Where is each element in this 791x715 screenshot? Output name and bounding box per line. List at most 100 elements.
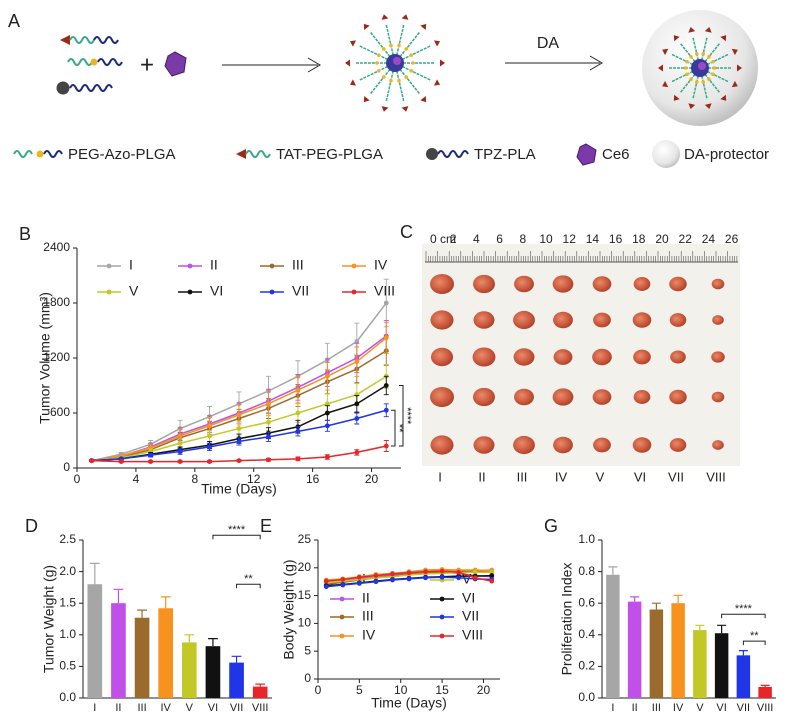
point — [324, 454, 330, 460]
tat-tip — [737, 64, 742, 72]
plus: + — [140, 51, 154, 78]
tumor — [593, 312, 611, 328]
point — [266, 434, 271, 440]
panel-label: C — [400, 222, 413, 242]
chain — [385, 70, 394, 103]
ruler-label: 18 — [632, 232, 646, 246]
point — [354, 401, 360, 407]
chain — [358, 65, 389, 82]
significance-label: ** — [244, 573, 253, 585]
point — [148, 452, 154, 458]
tat-tip — [662, 48, 669, 56]
significance-label: ** — [750, 630, 759, 642]
legend-label: I — [129, 257, 133, 273]
ruler-label: 24 — [702, 232, 716, 246]
legend-marker — [339, 633, 345, 639]
chart: B 0 600 1200 1800 2400 Tumor Volume (mm³) 0 4 8 12… — [19, 224, 413, 497]
y-tick-label: 15 — [298, 588, 312, 602]
bar — [205, 646, 221, 698]
tumor — [632, 312, 652, 328]
y-tick-label: 0.0 — [578, 690, 595, 704]
y-tick-label: 1.5 — [59, 595, 76, 609]
tat-tip — [363, 96, 370, 103]
point — [489, 569, 495, 575]
ruler-label: 0 cm — [430, 232, 456, 246]
significance-bracket — [742, 640, 766, 646]
chain — [401, 65, 432, 82]
x-axis-title: Time (Days) — [201, 481, 277, 497]
x-tick-label: IV — [160, 702, 171, 714]
ce6-icon — [164, 51, 187, 77]
point — [390, 577, 395, 583]
azo-dot — [685, 72, 689, 77]
tumor — [592, 276, 612, 292]
point — [472, 569, 478, 575]
azo-dot — [707, 77, 711, 82]
tat-tip — [420, 96, 427, 103]
tumor — [553, 311, 573, 329]
point — [207, 423, 212, 429]
legend-marker — [351, 289, 357, 295]
tat-tip — [401, 14, 409, 20]
bar — [181, 642, 197, 698]
tumor — [513, 435, 535, 455]
tat-tip — [658, 64, 663, 72]
tumor — [633, 390, 651, 404]
legend-marker — [269, 263, 275, 269]
x-tick-label: 16 — [306, 472, 320, 486]
y-tick-label: 0.6 — [578, 595, 595, 609]
point — [207, 459, 212, 464]
legend-marker — [269, 289, 275, 295]
legend-label: III — [292, 257, 304, 273]
tumor — [669, 389, 687, 405]
bar — [87, 584, 103, 698]
legend-label: III — [362, 608, 374, 624]
azo-dot — [381, 75, 386, 79]
significance-bracket — [212, 534, 261, 540]
tat-tip — [688, 27, 696, 33]
point — [323, 578, 329, 584]
micelle — [345, 14, 445, 112]
panel-label: B — [19, 224, 31, 244]
point — [295, 410, 301, 416]
x-tick-label: 15 — [435, 683, 449, 697]
point — [324, 410, 330, 416]
significance-label: **** — [735, 603, 753, 615]
tumor — [430, 274, 454, 294]
x-tick-label: VIII — [252, 702, 269, 714]
error-bar — [630, 596, 640, 602]
azo-dot — [689, 77, 693, 82]
azo-dot — [397, 78, 401, 83]
chain — [385, 23, 394, 56]
ruler-label: 16 — [609, 232, 623, 246]
point — [423, 575, 428, 581]
chain — [396, 23, 405, 56]
x-tick-label: 10 — [394, 683, 408, 697]
bar — [627, 601, 642, 698]
bar — [229, 662, 244, 698]
point — [383, 300, 389, 306]
x-axis-title: Time (Days) — [371, 695, 447, 711]
tumor — [553, 349, 573, 365]
point — [89, 458, 95, 464]
chain — [692, 36, 699, 61]
tumor — [593, 437, 611, 453]
error-bar — [231, 655, 242, 663]
legend-marker — [339, 614, 345, 620]
azo-dot — [409, 53, 414, 57]
significance-bracket — [391, 409, 396, 447]
group-label: V — [596, 469, 605, 484]
tat-tip — [381, 14, 389, 20]
bar — [736, 655, 751, 698]
legend-marker — [439, 614, 445, 620]
arrow-label: DA — [537, 35, 560, 52]
y-tick-label: 25 — [298, 532, 312, 546]
point — [295, 456, 301, 462]
group-label: I — [438, 469, 442, 484]
legend-label: IV — [362, 627, 376, 643]
y-tick-label: 1800 — [43, 295, 70, 309]
bar — [134, 617, 150, 698]
point — [472, 575, 478, 581]
y-tick-label: 1.0 — [59, 627, 76, 641]
point — [456, 575, 462, 581]
